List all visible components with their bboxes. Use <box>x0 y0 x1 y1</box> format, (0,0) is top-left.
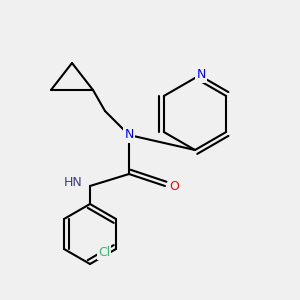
Text: N: N <box>124 128 134 142</box>
Text: Cl: Cl <box>98 245 110 259</box>
Text: N: N <box>196 68 206 82</box>
Text: HN: HN <box>64 176 83 190</box>
Text: O: O <box>169 179 179 193</box>
